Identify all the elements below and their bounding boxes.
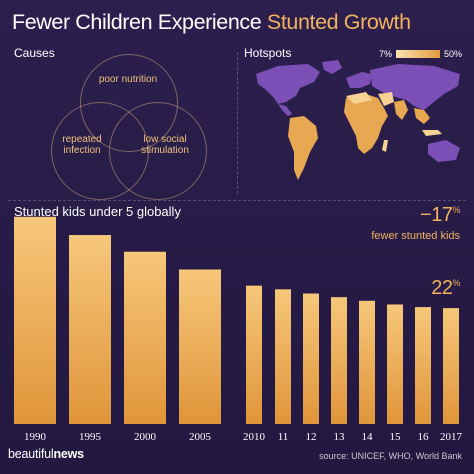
map-africa: [344, 94, 388, 154]
change-value: −17: [420, 204, 453, 226]
tick-label-12: 12: [306, 431, 317, 443]
map-europe: [346, 72, 372, 88]
map-north-africa: [346, 92, 372, 104]
tick-label-2010: 2010: [243, 431, 266, 443]
change-annotation: −17%: [420, 204, 460, 227]
cause-low-social-stimulation: low social stimulation: [141, 134, 189, 156]
cause-poor-nutrition: poor nutrition: [98, 74, 158, 85]
vertical-divider: [237, 52, 238, 194]
title-part-2: Stunted Growth: [266, 10, 411, 34]
tick-label-1995: 1995: [79, 431, 102, 443]
map-north-america: [256, 64, 320, 104]
bars-title: Stunted kids under 5 globally: [14, 204, 181, 219]
legend-color-bar: [395, 50, 440, 58]
tick-label-14: 14: [362, 431, 374, 443]
source-note: source: UNICEF, WHO, World Bank: [319, 451, 462, 461]
map-greenland: [322, 60, 342, 74]
tick-label-13: 13: [334, 431, 346, 443]
causes-label: Causes: [14, 46, 55, 60]
world-map: [256, 60, 460, 180]
bar-14: [359, 300, 375, 424]
tick-labels-group: 1990 1995 2000 2005 2010 11 12 13 14 15 16 2017: [24, 431, 463, 443]
logo-bold: news: [53, 447, 84, 461]
tick-label-2000: 2000: [134, 431, 157, 443]
tick-label-11: 11: [278, 431, 289, 443]
bar-chart: 1990 1995 2000 2005 2010 11 12 13 14 15 16 2017: [14, 216, 463, 443]
legend-min-label: 7%: [378, 49, 392, 59]
bar-2000: [124, 251, 166, 424]
change-label: fewer stunted kids: [371, 230, 460, 242]
map-indonesia: [422, 130, 442, 136]
map-australia: [428, 140, 460, 162]
bar-15: [387, 304, 403, 424]
map-southeast-asia: [414, 108, 430, 124]
map-asia: [370, 64, 460, 110]
bar-16: [415, 307, 431, 424]
legend-max-label: 50%: [443, 49, 462, 59]
bar-2017: [443, 308, 459, 424]
chart-title: Fewer Children Experience Stunted Growth: [12, 10, 411, 35]
map-south-asia: [394, 100, 408, 120]
map-madagascar: [382, 140, 388, 152]
bar-13: [331, 297, 347, 424]
hotspots-label: Hotspots: [244, 46, 292, 60]
cause-repeated-infection: repeated infection: [62, 134, 102, 156]
latest-unit: %: [452, 278, 460, 288]
bar-2005: [179, 269, 221, 424]
map-south-america: [288, 116, 318, 180]
map-central-america: [278, 104, 292, 116]
bar-1990: [14, 216, 56, 424]
causes-panel: Causes poor nutrition repeated infection…: [0, 44, 236, 200]
logo-light: beautiful: [8, 447, 54, 461]
latest-annotation: 22%: [431, 277, 460, 300]
bar-2010: [246, 285, 262, 424]
bar-11: [275, 289, 291, 424]
tick-label-2017: 2017: [440, 431, 463, 443]
map-middle-east: [378, 92, 394, 106]
tick-label-16: 16: [418, 431, 430, 443]
bar-12: [303, 293, 319, 424]
bar-1995: [69, 235, 111, 424]
tick-label-15: 15: [390, 431, 402, 443]
venn-circle-stimulation: [109, 102, 207, 200]
tick-label-2005: 2005: [189, 431, 212, 443]
map-legend: 7% 50%: [379, 49, 462, 59]
horizontal-divider: [8, 200, 466, 201]
latest-value: 22: [431, 277, 453, 299]
title-part-1: Fewer Children Experience: [12, 10, 262, 34]
tick-label-1990: 1990: [24, 431, 47, 443]
brand-logo: beautifulnews: [8, 447, 84, 461]
change-unit: %: [452, 205, 460, 215]
bars-group: [14, 216, 459, 424]
hotspots-panel: Hotspots 7% 50%: [238, 44, 474, 192]
